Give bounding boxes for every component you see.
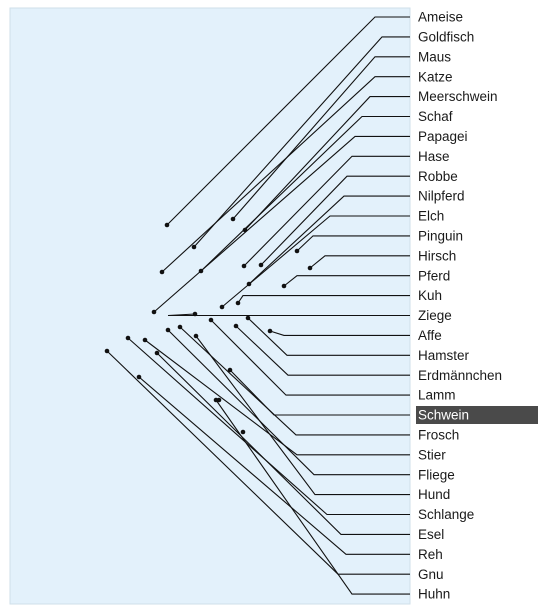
leader-line-meerschwein [244, 96, 410, 231]
anchor-dot-stier [142, 337, 148, 343]
label-schlange[interactable]: Schlange [418, 507, 474, 522]
anchor-dot-extra-0 [216, 397, 222, 403]
leader-line-lamm [210, 319, 410, 396]
anchor-dot-fliege [165, 327, 171, 333]
leader-line-schaf [200, 115, 410, 272]
leader-line-goldfisch [193, 36, 410, 248]
leader-line-hase [243, 155, 410, 267]
leader-line-ziege [167, 313, 410, 317]
anchor-dot-robbe [258, 262, 264, 268]
label-hase[interactable]: Hase [418, 149, 450, 164]
leader-line-pferd [283, 275, 410, 287]
label-katze[interactable]: Katze [418, 69, 453, 84]
anchor-dot-ameise [164, 222, 170, 228]
label-meerschwein[interactable]: Meerschwein [418, 89, 498, 104]
anchor-dot-hamster [245, 315, 251, 321]
label-schaf[interactable]: Schaf [418, 109, 453, 124]
label-kuh[interactable]: Kuh [418, 288, 442, 303]
label-fliege[interactable]: Fliege [418, 467, 455, 482]
anchor-dot-maus [230, 216, 236, 222]
diagram-panel [9, 7, 411, 605]
leader-line-nilpferd [248, 195, 410, 285]
label-huhn[interactable]: Huhn [418, 587, 450, 602]
anchor-dot-hase [241, 263, 247, 269]
anchor-dot-extra-1 [240, 429, 246, 435]
label-reh[interactable]: Reh [418, 547, 443, 562]
selected-label-highlight [416, 406, 538, 424]
anchor-dot-lamm [208, 317, 214, 323]
label-esel[interactable]: Esel [418, 527, 444, 542]
anchor-dot-esel [154, 350, 160, 356]
anchor-dot-pinguin [294, 248, 300, 254]
anchor-dot-pferd [281, 283, 287, 289]
label-hamster[interactable]: Hamster [418, 348, 470, 363]
anchor-dot-hirsch [307, 265, 313, 271]
anchor-dot-schlange [125, 335, 131, 341]
label-lamm[interactable]: Lamm [418, 388, 456, 403]
anchor-dot-papagei [151, 309, 157, 315]
label-ziege[interactable]: Ziege [418, 308, 452, 323]
leader-line-ameise [166, 16, 410, 226]
leader-line-fliege [167, 329, 410, 476]
anchor-dot-elch [219, 304, 225, 310]
anchor-dot-frosch [177, 324, 183, 330]
anchor-dot-hund [193, 333, 199, 339]
anchor-dot-gnu [104, 348, 110, 354]
leader-line-katze [161, 76, 410, 273]
label-pinguin[interactable]: Pinguin [418, 228, 463, 243]
leader-line-hund [195, 335, 410, 496]
leader-line-stier [144, 339, 410, 456]
anchor-dot-schwein [227, 367, 233, 373]
leader-line-maus [232, 56, 410, 220]
anchor-dot-ziege [192, 311, 198, 317]
label-goldfisch[interactable]: Goldfisch [418, 29, 474, 44]
leader-line-huhn [215, 399, 410, 595]
anchor-dot-kuh [235, 300, 241, 306]
label-nilpferd[interactable]: Nilpferd [418, 189, 465, 204]
leader-line-esel [156, 352, 410, 535]
leader-line-pinguin [296, 235, 410, 252]
label-ameise[interactable]: Ameise [418, 10, 463, 25]
anchor-dot-affe [267, 328, 273, 334]
anchor-dot-erdmännchen [233, 323, 239, 329]
label-robbe[interactable]: Robbe [418, 169, 458, 184]
label-column: Ameise Goldfisch Maus Katze Meerschwein Schaf… [416, 10, 538, 602]
label-pferd[interactable]: Pferd [418, 268, 450, 283]
leader-line-erdmännchen [235, 325, 410, 376]
leader-line-hamster [247, 317, 410, 356]
leader-line-papagei [153, 135, 410, 313]
anchor-dot-goldfisch [191, 244, 197, 250]
label-papagei[interactable]: Papagei [418, 129, 468, 144]
leader-line-elch [221, 215, 410, 308]
label-frosch[interactable]: Frosch [418, 427, 459, 442]
leader-line-frosch [179, 326, 410, 436]
label-erdmännchen[interactable]: Erdmännchen [418, 368, 502, 383]
label-affe[interactable]: Affe [418, 328, 442, 343]
leader-line-hirsch [309, 255, 410, 269]
label-gnu[interactable]: Gnu [418, 567, 444, 582]
label-elch[interactable]: Elch [418, 209, 444, 224]
label-hirsch[interactable]: Hirsch [418, 248, 456, 263]
anchor-dot-katze [159, 269, 165, 275]
leader-line-affe [269, 330, 410, 336]
leader-lines [104, 16, 410, 595]
leader-line-schlange [127, 337, 410, 516]
label-hund[interactable]: Hund [418, 487, 450, 502]
anchor-dot-reh [136, 374, 142, 380]
leader-line-kuh [237, 295, 410, 304]
label-schwein[interactable]: Schwein [418, 408, 469, 423]
label-maus[interactable]: Maus [418, 49, 451, 64]
label-stier[interactable]: Stier [418, 447, 446, 462]
leader-line-robbe [260, 175, 410, 266]
leader-line-reh [138, 376, 410, 555]
